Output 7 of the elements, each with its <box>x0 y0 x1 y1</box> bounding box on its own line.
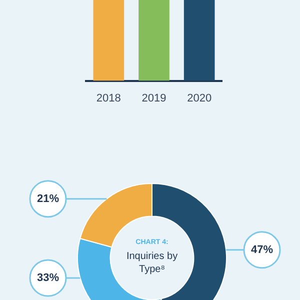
text: Inquiries by Type⁸ <box>126 250 178 275</box>
x-tick-label: 2018 <box>96 92 121 104</box>
data-label: 33% <box>36 272 60 284</box>
x-tick-label: 2019 <box>142 92 166 104</box>
data-label: 47% <box>250 244 274 256</box>
data-label: 21% <box>36 192 60 205</box>
x-tick-label: 2020 <box>187 92 212 104</box>
